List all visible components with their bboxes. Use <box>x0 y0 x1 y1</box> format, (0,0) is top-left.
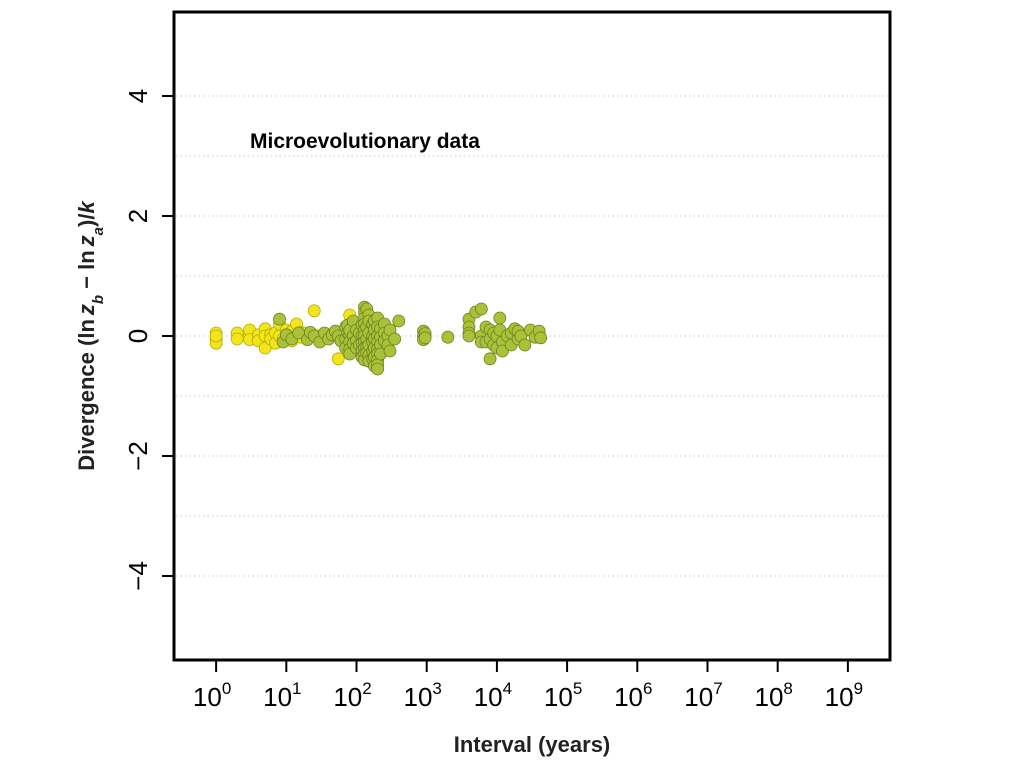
x-tick-label: 105 <box>544 679 582 712</box>
y-tick-label: −4 <box>123 561 153 591</box>
x-tick-label: 103 <box>404 679 442 712</box>
data-point <box>441 330 455 344</box>
svg-text:Divergence (lnzb − lnza)/k: Divergence (lnzb − lnza)/k <box>74 200 107 471</box>
y-title-sub1: b <box>90 295 107 304</box>
y-title-suffix: )/ <box>74 214 99 227</box>
data-point <box>383 344 397 358</box>
y-title-prefix: Divergence ( <box>74 338 99 471</box>
data-point <box>493 311 507 325</box>
x-tick-label: 109 <box>825 679 863 712</box>
data-point <box>534 331 548 345</box>
x-tick-label: 104 <box>474 679 512 712</box>
y-axis: 4 2 0 −2 −4 <box>123 89 174 591</box>
data-point <box>392 314 406 328</box>
x-tick-label: 102 <box>333 679 371 712</box>
data-point <box>474 302 488 316</box>
x-axis: 100 101 102 103 104 105 106 107 108 109 <box>193 660 863 712</box>
y-title-z1: z <box>74 304 99 316</box>
x-tick-label: 108 <box>754 679 792 712</box>
data-point <box>496 344 509 358</box>
y-title-k: k <box>74 200 99 214</box>
x-tick-label: 101 <box>263 679 301 712</box>
data-point <box>307 304 321 318</box>
data-point <box>483 352 497 366</box>
y-tick-label: 0 <box>123 329 153 343</box>
y-tick-label: 2 <box>123 209 153 223</box>
data-point <box>418 331 432 345</box>
y-axis-title: Divergence (lnzb − lnza)/k <box>74 200 107 471</box>
x-tick-label: 100 <box>193 679 231 712</box>
x-tick-label: 106 <box>614 679 652 712</box>
data-point <box>273 312 286 326</box>
y-title-minus: − <box>74 270 99 295</box>
y-tick-label: −2 <box>123 441 153 471</box>
y-title-sub2: a <box>90 227 107 235</box>
y-title-ln1: ln <box>74 319 99 339</box>
data-point <box>331 352 345 366</box>
data-point <box>371 362 385 376</box>
y-title-ln2: ln <box>74 250 99 270</box>
annotation-microevolutionary: Microevolutionary data <box>250 130 480 153</box>
data-point <box>388 332 402 346</box>
y-tick-label: 4 <box>123 89 153 103</box>
x-tick-label: 107 <box>684 679 722 712</box>
data-point <box>462 329 476 343</box>
data-point <box>230 332 244 346</box>
y-title-z2: z <box>74 235 99 247</box>
x-axis-title: Interval (years) <box>454 732 611 757</box>
data-points <box>209 300 548 376</box>
data-point <box>209 329 223 343</box>
data-point <box>518 338 532 352</box>
